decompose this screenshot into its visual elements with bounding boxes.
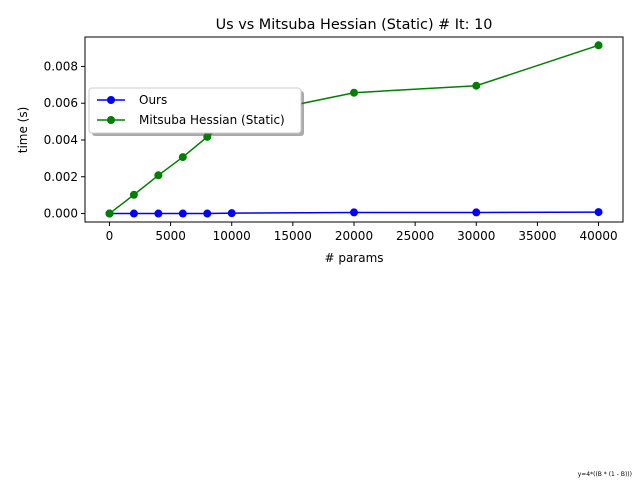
x-tick-label: 15000 — [274, 229, 312, 243]
x-tick-label: 5000 — [155, 229, 186, 243]
y-tick-label: 0.004 — [44, 133, 78, 147]
data-point-mitsuba-hessian-static — [472, 81, 481, 90]
data-point-mitsuba-hessian-static — [350, 88, 358, 97]
y-tick-label: 0.008 — [44, 59, 78, 73]
x-tick-label: 20000 — [335, 229, 373, 243]
data-point-ours — [178, 209, 187, 218]
data-point-ours — [594, 208, 603, 217]
x-tick-label: 10000 — [213, 229, 251, 243]
chart-title: Us vs Mitsuba Hessian (Static) # It: 10 — [216, 17, 493, 33]
y-tick-label: 0.006 — [44, 96, 78, 110]
x-tick-label: 0 — [106, 229, 114, 243]
data-point-ours — [350, 208, 358, 217]
legend-entry-label: Ours — [139, 93, 167, 107]
x-tick-label: 30000 — [457, 229, 495, 243]
data-point-ours — [227, 209, 236, 218]
data-point-mitsuba-hessian-static — [105, 209, 114, 218]
y-tick-label: 0.000 — [44, 207, 78, 221]
data-point-mitsuba-hessian-static — [178, 153, 187, 162]
x-tick-label: 25000 — [396, 229, 434, 243]
y-axis: 0.000 0.002 0.004 0.006 0.008 — [44, 59, 85, 221]
legend-box — [88, 87, 302, 134]
data-point-ours — [154, 209, 163, 218]
x-axis-label: # params — [324, 251, 383, 265]
data-point-ours — [203, 209, 212, 218]
legend-swatch-marker — [107, 96, 115, 104]
legend-entry-label: Mitsuba Hessian (Static) — [139, 113, 285, 127]
x-axis: 0 5000 10000 15000 20000 25000 30000 35000 40000 — [106, 222, 618, 243]
footnote: y=4*((B * (1 - B))) — [578, 471, 632, 478]
legend: Ours Mitsuba Hessian (Static) — [88, 87, 304, 136]
data-point-mitsuba-hessian-static — [129, 190, 138, 199]
y-tick-label: 0.002 — [44, 170, 78, 184]
data-point-ours — [472, 208, 481, 217]
x-tick-label: 35000 — [518, 229, 556, 243]
y-axis-label: time (s) — [16, 107, 30, 154]
data-point-mitsuba-hessian-static — [594, 41, 603, 50]
data-point-mitsuba-hessian-static — [154, 171, 163, 180]
legend-swatch-marker — [107, 116, 115, 124]
data-point-ours — [129, 209, 138, 218]
x-tick-label: 40000 — [579, 229, 617, 243]
